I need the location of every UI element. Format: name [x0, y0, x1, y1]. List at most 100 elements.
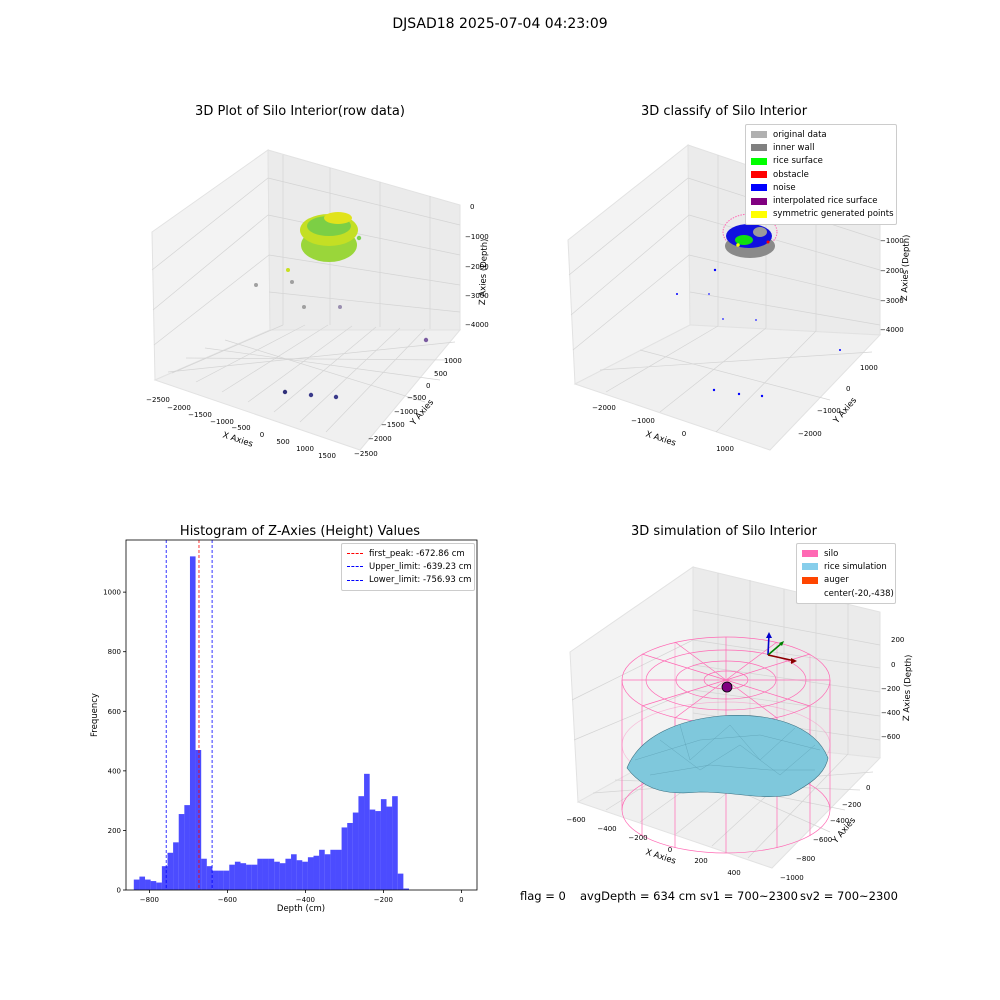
- plot4-xtick: −600: [566, 816, 585, 824]
- histogram-xtick-label: −200: [374, 896, 393, 904]
- histogram-xticks: −800 −600 −400 −200 0: [140, 890, 464, 904]
- plot1-point: [282, 389, 288, 395]
- histogram-bar: [296, 860, 303, 890]
- plot4-title: 3D simulation of Silo Interior: [631, 524, 817, 539]
- legend-item: inner wall: [751, 141, 891, 154]
- plot4-xticks: −600 −400 −200 0 200 400: [566, 816, 740, 877]
- legend-item: interpolated rice surface: [751, 194, 891, 207]
- plot4-xtick: 0: [668, 846, 672, 854]
- plot1-cluster-top: [324, 212, 352, 224]
- plot2-zlabel: Z Axies (Depth): [900, 234, 912, 301]
- plot1-ztick: 0: [470, 203, 474, 211]
- histogram-bar: [364, 773, 370, 890]
- plot1-zlabel: Z Axies (Depth): [478, 238, 490, 305]
- legend-item: noise: [751, 181, 891, 194]
- histogram-ytick-label: 1000: [103, 589, 121, 597]
- histogram-yticks: 0 200 400 600 800 1000: [103, 589, 126, 895]
- histogram-bar: [139, 876, 146, 890]
- legend-label: auger: [824, 575, 849, 586]
- plot1-point: [290, 280, 294, 284]
- histogram-bar: [330, 849, 336, 890]
- plot2-ztick: −1000: [880, 237, 904, 245]
- legend-label: obstacle: [773, 169, 809, 180]
- plot1-xtick: 0: [260, 431, 264, 439]
- plot1-point: [333, 394, 339, 400]
- legend-label: center(-20,-438): [824, 588, 894, 599]
- plot2-point: [708, 293, 710, 295]
- plot2-point: [712, 388, 716, 392]
- histogram-bar: [229, 864, 235, 890]
- legend-item: original data: [751, 128, 891, 141]
- plot4-ytick: −1000: [780, 874, 804, 882]
- plot2-xlabel: X Axies: [644, 429, 677, 448]
- plot1-yticks: 1000 500 0 −500 −1000 −1500 −2000 −2500: [354, 357, 462, 458]
- histogram-ytick-label: 400: [108, 767, 121, 775]
- plot4-ztick: −400: [881, 709, 900, 717]
- legend-label: noise: [773, 182, 796, 193]
- histogram-bar: [274, 861, 280, 890]
- plot4-yticks: 0 −200 −400 −600 −800 −1000: [780, 784, 870, 882]
- plot1-xtick: −1500: [188, 411, 212, 419]
- plot2-cluster-grey: [753, 227, 767, 237]
- plot4-zticks: 200 0 −200 −400 −600: [881, 636, 904, 741]
- legend-swatch: [751, 144, 767, 152]
- plot1-zticks: 0 −1000 −2000 −3000 −4000: [465, 203, 489, 329]
- footer-sv2: sv2 = 700~2300: [800, 889, 898, 903]
- legend-item: first_peak: -672.86 cm: [347, 547, 469, 560]
- plot1-ztick: −3000: [465, 292, 489, 300]
- plot4-zlabel: Z Axies (Depth): [902, 654, 914, 721]
- plot2-ztick: −3000: [880, 297, 904, 305]
- histogram-bar: [234, 861, 241, 890]
- legend-line: [347, 579, 363, 581]
- plot1-ytick: 1000: [444, 357, 462, 365]
- histogram-bar: [184, 805, 190, 890]
- histogram-bar: [358, 796, 365, 890]
- legend-swatch: [751, 131, 767, 139]
- plot2-xtick: −1000: [631, 417, 655, 425]
- histogram-bar: [324, 854, 331, 890]
- legend-label: inner wall: [773, 142, 815, 153]
- legend-label: original data: [773, 129, 827, 140]
- plot4-axes: −600 −400 −200 0 200 400 X Axies 0 −200 …: [566, 566, 914, 882]
- plot2-points: [676, 213, 841, 398]
- histogram-bar: [212, 870, 219, 890]
- plot1-ztick: −4000: [465, 321, 489, 329]
- plot2-point: [737, 392, 741, 396]
- legend-item: symmetric generated points: [751, 208, 894, 221]
- plot1-ytick: −2500: [354, 450, 378, 458]
- plot1-ytick: −2000: [368, 435, 392, 443]
- histogram-bar: [206, 866, 213, 890]
- plot4-x-arrow: [767, 654, 796, 662]
- plot2-point: [713, 268, 717, 272]
- legend-item: auger: [802, 574, 890, 587]
- plot4-origin-axes: [766, 632, 797, 664]
- plot4-rice-surface: [626, 715, 829, 797]
- plot2-ytick: −1000: [817, 407, 841, 415]
- plot2-point: [755, 319, 757, 321]
- plot1-pane-floor: [153, 329, 462, 451]
- legend-item: Lower_limit: -756.93 cm: [347, 574, 471, 587]
- histogram-xtick-label: −800: [140, 896, 159, 904]
- plot4-xtick: −200: [628, 834, 647, 842]
- plot1-xtick: −500: [231, 424, 250, 432]
- legend-swatch: [751, 171, 767, 179]
- histogram-bar: [133, 879, 140, 890]
- plot2-point: [760, 394, 764, 398]
- plot4-ytick: 0: [866, 784, 870, 792]
- plot1-xtick: −2000: [167, 404, 191, 412]
- plot2-ztick: −2000: [880, 267, 904, 275]
- histogram-bar: [279, 863, 286, 890]
- plot2-cluster-rice: [735, 235, 753, 245]
- plot1-xticks: −2500 −2000 −1500 −1000 −500 0 500 1000 …: [146, 396, 336, 460]
- plot1-xtick: 1500: [318, 452, 336, 460]
- histogram-bar: [386, 806, 393, 890]
- histogram-bar: [397, 873, 404, 890]
- plot2-point: [676, 293, 678, 295]
- histogram-bar: [201, 858, 207, 890]
- legend-swatch: [751, 197, 767, 205]
- plot4-ztick: 0: [891, 661, 895, 669]
- plot2-ytick: 1000: [860, 364, 878, 372]
- histogram-bar: [173, 842, 179, 890]
- histogram-bar: [341, 827, 348, 890]
- histogram-bar: [302, 861, 308, 890]
